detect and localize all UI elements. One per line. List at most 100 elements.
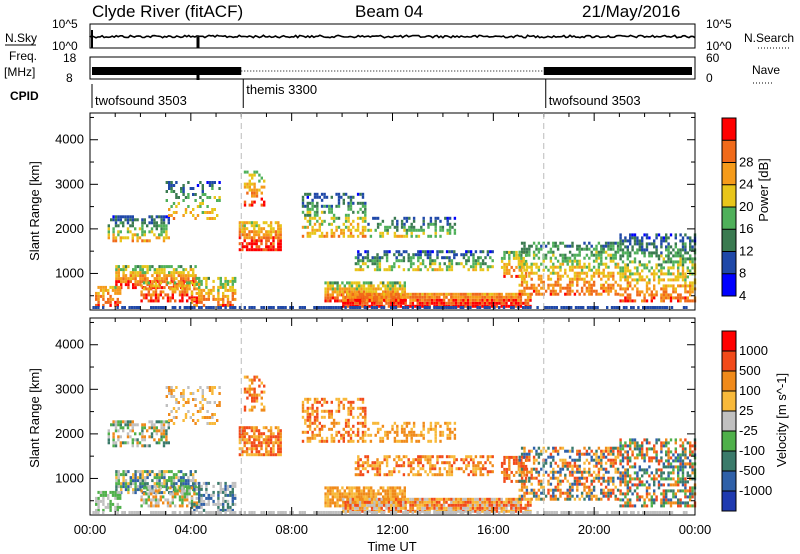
power-cell [148,239,151,243]
velocity-cell [505,503,508,507]
power-cell [373,298,376,302]
velocity-cell [371,467,374,471]
velocity-cell [358,495,361,499]
power-cell [669,266,673,270]
velocity-cell [253,426,256,430]
power-cell [522,306,525,309]
velocity-cell [349,406,353,410]
power-cell [421,298,424,302]
power-cell [424,265,427,269]
power-cell [447,292,451,296]
power-cell [301,201,305,205]
velocity-cell [520,455,524,459]
velocity-cell [508,455,511,459]
power-cell [150,299,153,303]
power-cell [257,248,261,252]
velocity-cell [218,392,221,395]
power-cell [165,230,168,234]
power-cell [648,278,651,282]
power-cell [380,292,383,296]
power-cell [120,268,123,272]
velocity-cell [194,482,197,486]
power-cell [313,231,317,235]
power-cell [549,259,553,263]
velocity-cell [416,500,419,504]
power-cell [370,290,373,294]
power-cell [175,268,178,272]
power-cell [352,219,355,223]
power-cell [646,306,650,309]
power-cell [349,234,353,238]
power-cell [112,227,115,231]
power-cell [238,230,242,234]
power-cell [277,227,280,231]
power-cell [626,299,629,303]
power-cell [279,245,282,249]
power-cell [380,295,383,299]
power-cell [212,294,215,298]
power-cell [396,222,399,226]
velocity-cell [184,416,188,419]
nave-label: Nave [752,63,780,77]
power-cell [167,218,170,222]
power-cell [390,265,394,269]
velocity-cell [248,453,251,457]
power-cell [416,292,419,296]
velocity-cell [158,479,161,483]
power-cell [326,281,330,285]
velocity-cell [385,506,388,510]
power-cell [519,295,523,299]
power-cell [624,236,627,240]
power-cell [343,287,346,291]
power-cell [102,291,105,295]
power-cell [638,263,641,267]
velocity-cell [491,455,494,459]
power-cell [251,173,254,177]
velocity-cell [503,455,506,459]
power-cell [187,274,190,278]
power-cell [324,293,327,297]
power-cell [619,284,622,288]
power-cell [530,292,533,296]
power-cell [354,256,358,260]
power-cell [493,298,496,302]
power-cell [328,204,331,208]
power-cell [412,216,416,220]
power-cell [361,298,364,302]
velocity-cell [316,406,319,410]
power-cell [590,289,593,293]
velocity-cell [462,458,466,462]
power-cell [255,221,258,225]
power-cell [144,277,147,281]
velocity-cell [165,488,168,492]
power-cell [384,225,387,229]
power-cell [129,274,132,278]
velocity-cell [277,444,280,448]
velocity-cell [385,500,388,504]
power-cell [474,295,477,299]
power-cell [176,284,179,288]
velocity-cell [434,430,437,434]
power-cell [588,289,591,293]
power-cell [667,242,670,246]
power-cell [529,306,532,309]
power-cell [114,300,117,304]
power-cell [510,298,513,302]
velocity-cell [495,500,499,504]
power-cell [134,265,137,269]
power-cell [561,262,565,266]
power-cell [656,306,659,309]
velocity-cell [416,497,419,501]
power-cell [517,295,520,299]
power-cell [99,294,103,298]
velocity-cell [366,464,370,468]
power-cell [359,268,362,272]
velocity-cell [400,430,404,434]
velocity-cell [131,420,134,424]
velocity-cell [326,504,330,508]
velocity-cell [382,497,386,501]
power-cell [583,256,586,260]
velocity-cell [308,421,312,425]
velocity-cell [387,509,391,513]
power-cell [417,234,421,238]
